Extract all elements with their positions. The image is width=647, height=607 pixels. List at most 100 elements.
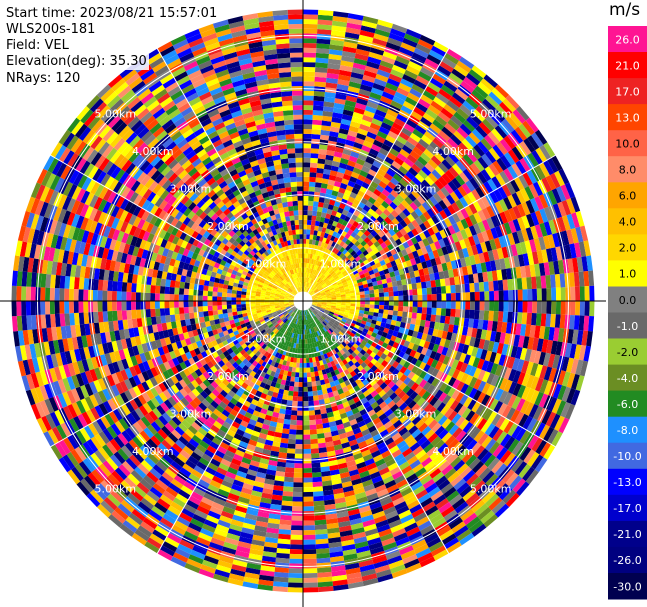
velocity-gate	[369, 289, 375, 294]
velocity-gate	[379, 296, 385, 301]
velocity-gate	[350, 303, 356, 307]
velocity-gate	[412, 146, 424, 157]
velocity-gate	[432, 73, 447, 85]
velocity-gate	[427, 81, 441, 93]
velocity-gate	[399, 148, 410, 158]
velocity-gate	[475, 186, 486, 199]
velocity-gate	[387, 37, 403, 47]
velocity-gate	[515, 160, 527, 175]
velocity-gate	[405, 96, 418, 107]
velocity-gate	[356, 249, 363, 256]
velocity-gate	[417, 294, 423, 301]
velocity-gate	[401, 127, 413, 137]
velocity-gate	[399, 178, 409, 188]
velocity-gate	[303, 534, 316, 540]
velocity-gate	[317, 29, 332, 35]
velocity-gate	[303, 401, 309, 407]
velocity-gate	[328, 262, 334, 268]
velocity-gate	[294, 458, 303, 464]
velocity-gate	[482, 98, 496, 112]
velocity-gate	[354, 234, 361, 241]
velocity-gate	[415, 225, 423, 235]
velocity-gate	[293, 487, 303, 493]
velocity-gate	[312, 234, 317, 241]
velocity-gate	[357, 190, 366, 198]
velocity-gate	[333, 181, 342, 188]
velocity-gate	[299, 372, 303, 378]
velocity-gate	[430, 280, 437, 288]
velocity-gate	[339, 275, 345, 280]
velocity-gate	[450, 308, 456, 317]
velocity-gate	[388, 221, 396, 229]
velocity-gate	[373, 219, 381, 227]
velocity-gate	[317, 14, 333, 21]
velocity-gate	[349, 76, 363, 85]
velocity-gate	[471, 65, 487, 79]
velocity-gate	[460, 80, 475, 94]
velocity-gate	[392, 173, 403, 183]
velocity-gate	[390, 189, 399, 198]
velocity-gate	[465, 292, 471, 301]
velocity-gate	[291, 520, 303, 526]
velocity-gate	[338, 218, 345, 225]
velocity-gate	[280, 437, 289, 444]
velocity-gate	[315, 57, 329, 64]
velocity-gate	[434, 202, 444, 213]
velocity-gate	[351, 187, 360, 195]
velocity-gate	[309, 239, 313, 245]
velocity-gate	[310, 249, 314, 255]
velocity-gate	[294, 468, 303, 473]
velocity-gate	[314, 260, 319, 266]
velocity-gate	[545, 313, 552, 327]
velocity-gate	[323, 286, 329, 291]
velocity-gate	[440, 308, 447, 316]
velocity-gate	[361, 181, 370, 190]
velocity-gate	[346, 134, 357, 142]
velocity-gate	[398, 131, 410, 141]
velocity-gate	[431, 45, 447, 57]
velocity-gate	[312, 249, 317, 255]
velocity-gate	[426, 54, 442, 66]
velocity-gate	[315, 235, 321, 241]
velocity-gate	[414, 124, 427, 135]
velocity-gate	[362, 268, 369, 274]
velocity-gate	[436, 301, 442, 309]
velocity-gate	[483, 74, 498, 88]
velocity-gate	[442, 197, 452, 208]
velocity-gate	[407, 136, 419, 147]
velocity-gate	[481, 153, 493, 167]
velocity-gate	[311, 274, 315, 280]
velocity-gate	[357, 153, 368, 162]
velocity-gate	[381, 188, 391, 197]
velocity-gate	[358, 88, 371, 97]
velocity-gate	[382, 51, 398, 61]
velocity-gate	[293, 477, 303, 483]
velocity-gate	[291, 410, 298, 416]
velocity-gate	[303, 219, 308, 225]
velocity-gate	[343, 257, 350, 263]
velocity-gate	[362, 204, 371, 213]
velocity-gate	[333, 275, 340, 281]
velocity-gate	[465, 301, 471, 310]
velocity-gate	[357, 230, 364, 238]
velocity-gate	[388, 291, 394, 297]
velocity-gate	[338, 74, 351, 82]
velocity-gate	[386, 205, 395, 214]
velocity-gate	[370, 237, 378, 244]
velocity-gate	[320, 231, 326, 238]
velocity-gate	[279, 519, 292, 526]
velocity-gate	[436, 286, 442, 294]
velocity-gate	[425, 244, 433, 254]
velocity-gate	[378, 147, 389, 157]
velocity-gate	[446, 194, 456, 205]
velocity-gate	[405, 246, 413, 255]
velocity-gate	[362, 114, 374, 123]
velocity-gate	[349, 256, 355, 262]
velocity-gate	[527, 152, 539, 168]
velocity-gate	[288, 438, 296, 445]
velocity-gate	[570, 301, 576, 316]
velocity-gate	[306, 367, 311, 373]
velocity-gate	[391, 281, 398, 287]
velocity-gate	[473, 223, 482, 235]
velocity-gate	[429, 141, 441, 152]
